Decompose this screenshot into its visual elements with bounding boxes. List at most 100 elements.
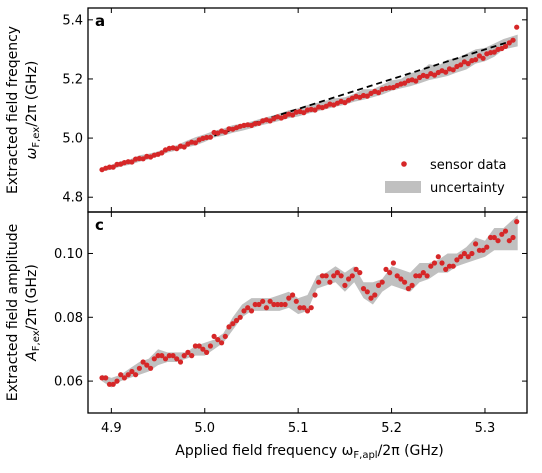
data-point bbox=[372, 292, 378, 298]
data-point bbox=[230, 321, 236, 327]
data-point bbox=[368, 295, 374, 301]
data-point bbox=[312, 292, 318, 298]
data-point bbox=[353, 266, 359, 272]
data-point bbox=[394, 273, 400, 279]
data-point bbox=[110, 381, 116, 387]
data-point bbox=[200, 346, 206, 352]
y-tick-label: 5.4 bbox=[62, 13, 83, 28]
data-point bbox=[174, 146, 180, 152]
data-point bbox=[446, 263, 453, 269]
data-point bbox=[405, 286, 411, 292]
data-point bbox=[301, 110, 307, 116]
data-point bbox=[514, 219, 520, 225]
data-point bbox=[484, 244, 490, 250]
data-point bbox=[506, 40, 512, 46]
panel-a: 4.8 5.0 5.2 5.4 a Extracted field freqency ωF,… bbox=[5, 7, 528, 213]
data-point bbox=[136, 155, 142, 162]
data-point bbox=[174, 356, 180, 362]
data-point bbox=[502, 228, 509, 234]
data-point bbox=[267, 118, 273, 124]
data-point bbox=[129, 159, 135, 165]
legend-label-uncertainty: uncertainty bbox=[430, 181, 505, 196]
y-tick-label: 0.10 bbox=[54, 247, 83, 262]
data-point bbox=[256, 301, 262, 308]
data-point bbox=[458, 62, 464, 68]
x-axis-label: Applied field frequency ωF,apl/2π (GHz) bbox=[175, 443, 443, 461]
data-point bbox=[301, 305, 307, 311]
data-point bbox=[140, 156, 146, 162]
data-point bbox=[192, 343, 198, 349]
data-point bbox=[151, 356, 157, 362]
data-point bbox=[136, 365, 142, 371]
data-point bbox=[282, 113, 288, 120]
data-point bbox=[110, 164, 116, 170]
data-point bbox=[290, 112, 296, 118]
data-point bbox=[349, 273, 355, 279]
data-point bbox=[375, 90, 382, 96]
data-point bbox=[458, 254, 464, 260]
data-point bbox=[215, 337, 221, 343]
data-point bbox=[461, 250, 467, 257]
data-point bbox=[491, 234, 497, 241]
data-point bbox=[121, 375, 127, 381]
data-point bbox=[510, 234, 516, 241]
data-point bbox=[252, 301, 258, 308]
data-point bbox=[424, 273, 430, 279]
data-point bbox=[375, 282, 382, 288]
data-point bbox=[140, 359, 146, 365]
data-point bbox=[402, 80, 408, 86]
data-point bbox=[256, 120, 262, 126]
data-point bbox=[413, 273, 419, 279]
legend-label-sensor: sensor data bbox=[430, 158, 507, 173]
data-point bbox=[495, 238, 501, 244]
data-point bbox=[360, 286, 367, 292]
x-tick-label: 4.9 bbox=[101, 421, 122, 436]
data-point bbox=[290, 292, 296, 298]
data-point bbox=[364, 93, 370, 99]
data-point bbox=[499, 231, 505, 237]
data-point bbox=[304, 308, 311, 314]
data-point bbox=[364, 289, 370, 295]
data-point bbox=[159, 353, 165, 359]
data-point bbox=[514, 24, 520, 30]
data-point bbox=[226, 324, 232, 330]
data-point bbox=[125, 372, 131, 378]
data-point bbox=[222, 129, 228, 135]
data-point bbox=[334, 270, 340, 276]
legend-marker-uncertainty bbox=[385, 181, 421, 193]
data-point bbox=[465, 254, 471, 260]
data-point bbox=[450, 67, 456, 73]
data-point bbox=[162, 356, 169, 362]
data-point bbox=[387, 270, 393, 276]
y-tick-label: 4.8 bbox=[62, 191, 83, 206]
plot-area bbox=[99, 215, 520, 388]
data-point bbox=[480, 55, 486, 61]
data-point bbox=[181, 144, 187, 150]
data-point bbox=[319, 273, 325, 279]
data-point bbox=[222, 333, 228, 339]
data-point bbox=[159, 150, 165, 156]
data-point bbox=[144, 362, 150, 368]
data-point bbox=[207, 134, 213, 140]
data-point bbox=[431, 260, 438, 266]
data-point bbox=[439, 260, 445, 266]
y-tick-label: 5.2 bbox=[62, 72, 83, 87]
data-point bbox=[424, 73, 430, 79]
data-point bbox=[435, 254, 441, 260]
data-point bbox=[275, 301, 281, 308]
data-point bbox=[488, 234, 494, 241]
data-point bbox=[428, 263, 434, 269]
data-point bbox=[413, 78, 419, 84]
axes-frame bbox=[87, 211, 528, 414]
data-point bbox=[170, 353, 176, 359]
data-point bbox=[342, 282, 348, 288]
y-tick-label: 5.0 bbox=[62, 132, 83, 147]
data-point bbox=[114, 378, 120, 384]
data-point bbox=[297, 305, 303, 311]
data-point bbox=[312, 107, 318, 113]
y-axis-label-symbol: ωF,ex/2π (GHz) bbox=[24, 61, 42, 160]
data-point bbox=[431, 72, 438, 78]
data-point bbox=[323, 273, 329, 279]
data-point bbox=[241, 308, 247, 314]
data-point bbox=[263, 305, 269, 311]
